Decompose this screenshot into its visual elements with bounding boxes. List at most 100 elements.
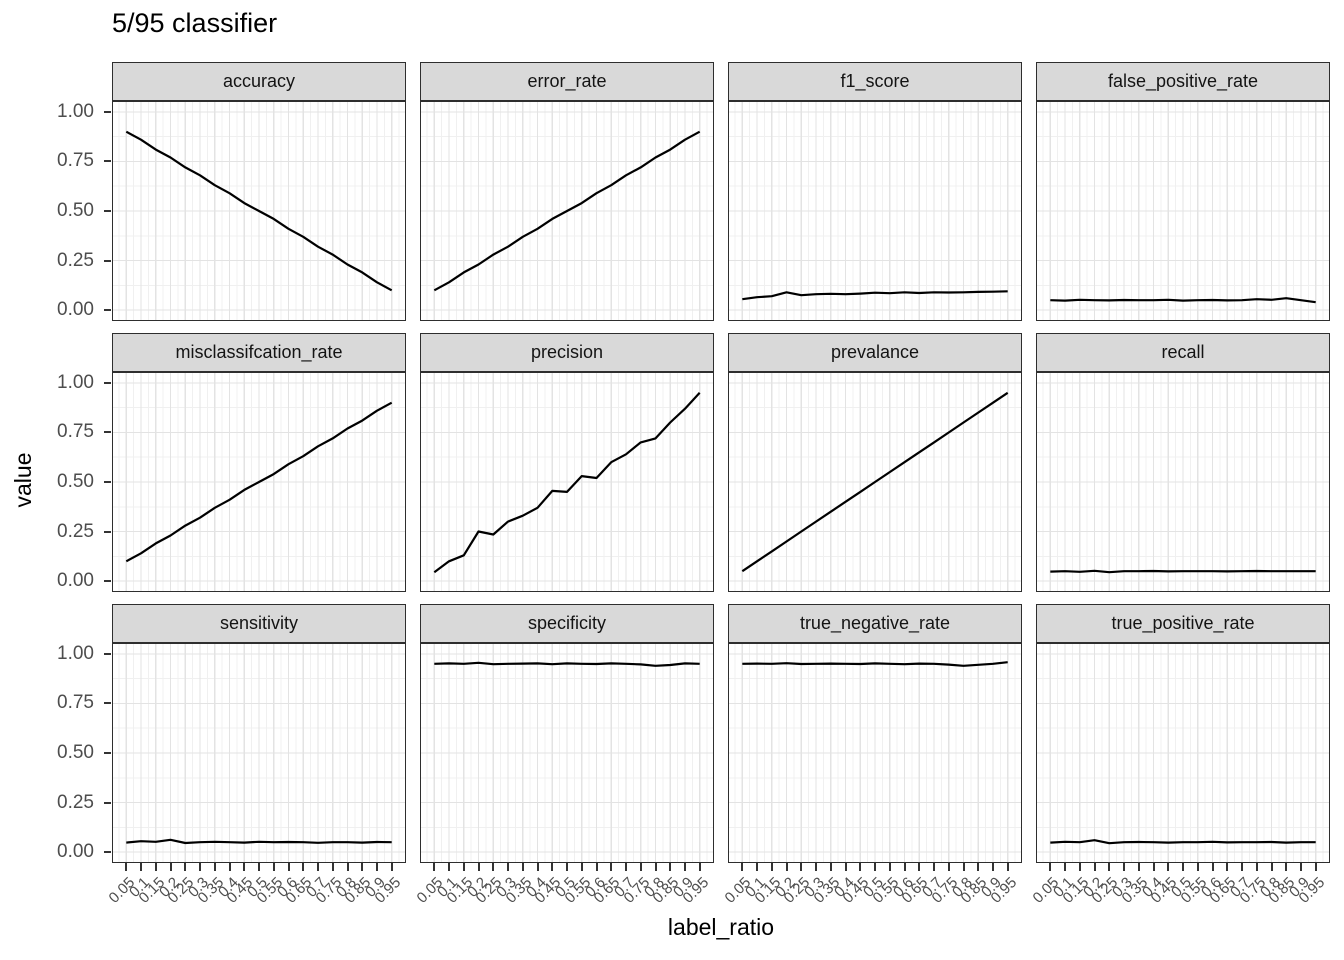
x-tick-mark [302, 863, 305, 871]
x-tick-mark [1078, 863, 1081, 871]
x-tick-mark [756, 863, 758, 871]
x-tick-mark [140, 863, 142, 871]
y-tick-mark [104, 381, 111, 384]
x-tick-mark [800, 863, 803, 871]
facet-panel-misclassifcation_rate [112, 372, 406, 592]
y-tick-mark [104, 110, 111, 113]
x-tick-mark [770, 863, 773, 871]
panel-gridlines [729, 644, 1021, 862]
x-axis-title: label_ratio [667, 914, 775, 940]
y-tick-mark [104, 530, 111, 533]
x-tick-mark [1196, 863, 1199, 871]
facet-panel-false_positive_rate [1036, 101, 1330, 321]
x-tick-mark [1314, 863, 1317, 871]
facet-strip: sensitivity [112, 604, 406, 643]
metric-line [1050, 297, 1316, 304]
y-tick-label: 0.25 [57, 520, 94, 542]
x-tick-mark [610, 863, 613, 871]
x-tick-mark [977, 863, 980, 871]
x-tick-mark [390, 863, 393, 871]
x-tick-mark [1226, 863, 1229, 871]
x-tick-mark [1300, 863, 1302, 871]
x-tick-mark [947, 863, 950, 871]
x-tick-mark [477, 863, 480, 871]
x-tick-mark [433, 863, 436, 871]
facet-label: sensitivity [219, 613, 299, 633]
panel-gridlines [421, 102, 713, 320]
x-tick-mark [595, 863, 598, 871]
facet-true_negative_rate: true_negative_rate [728, 604, 1022, 863]
facet-label: accuracy [222, 71, 296, 91]
x-tick-mark [272, 863, 275, 871]
panel-gridlines [1037, 644, 1329, 862]
y-tick-label: 0.00 [57, 299, 94, 321]
x-tick-mark [844, 863, 847, 871]
x-tick-mark [213, 863, 216, 871]
facet-strip: recall [1036, 333, 1330, 372]
facet-strip: prevalance [728, 333, 1022, 372]
facet-panel-true_positive_rate [1036, 643, 1330, 863]
y-tick-mark [104, 652, 111, 655]
facet-panel-f1_score [728, 101, 1022, 321]
x-tick-mark [1152, 863, 1155, 871]
metric-line [126, 838, 392, 845]
x-tick-mark [933, 863, 935, 871]
x-tick-mark [507, 863, 509, 871]
x-tick-mark [317, 863, 319, 871]
facet-strip: true_negative_rate [728, 604, 1022, 643]
x-tick-mark [1167, 863, 1170, 871]
facet-specificity: specificity [420, 604, 714, 863]
y-axis-row: 1.00 0.75 0.50 0.25 0.00 [0, 333, 111, 592]
facet-strip: misclassifcation_rate [112, 333, 406, 372]
x-axis: 0.05 0.1 0.15 0.2 0.25 0.3 0.35 0.4 0.45 0.5 0.55 0… [0, 863, 1344, 923]
facet-panel-true_negative_rate [728, 643, 1022, 863]
x-tick-mark [625, 863, 627, 871]
y-tick-mark [104, 702, 111, 705]
x-tick-mark [521, 863, 524, 871]
x-tick-mark [741, 863, 744, 871]
x-tick-mark [1064, 863, 1066, 871]
facet-panel-sensitivity [112, 643, 406, 863]
facet-sensitivity: sensitivity [112, 604, 406, 863]
y-tick-label: 0.75 [57, 692, 94, 714]
y-tick-label: 0.00 [57, 570, 94, 592]
facet-strip: error_rate [420, 62, 714, 101]
metric-line [125, 130, 393, 292]
x-tick-mark [346, 863, 349, 871]
y-tick-mark [104, 580, 111, 583]
metric-line [434, 661, 700, 667]
facet-label: error_rate [527, 71, 607, 91]
x-tick-mark [1255, 863, 1258, 871]
facet-true_positive_rate: true_positive_rate [1036, 604, 1330, 863]
x-tick-mark [654, 863, 657, 871]
facet-label: f1_score [840, 71, 910, 91]
metric-line [433, 392, 701, 574]
y-tick-mark [104, 309, 111, 312]
facet-false_positive_rate: false_positive_rate [1036, 62, 1330, 321]
x-tick-mark [698, 863, 701, 871]
metric-line [1050, 569, 1316, 574]
metric-line [742, 661, 1008, 667]
x-tick-mark [243, 863, 246, 871]
facet-strip: specificity [420, 604, 714, 643]
panel-gridlines [729, 102, 1021, 320]
x-tick-mark [918, 863, 921, 871]
facet-label: false_positive_rate [1107, 71, 1259, 91]
x-tick-mark [566, 863, 568, 871]
y-tick-mark [104, 259, 111, 262]
facet-panel-accuracy [112, 101, 406, 321]
x-tick-mark [1182, 863, 1184, 871]
y-tick-label: 0.50 [57, 742, 94, 763]
y-tick-mark [104, 481, 111, 483]
x-tick-mark [184, 863, 187, 871]
facet-label: recall [1161, 342, 1205, 362]
y-tick-mark [104, 851, 111, 854]
x-tick-mark [815, 863, 817, 871]
y-tick-label: 1.00 [57, 642, 94, 664]
x-tick-mark [361, 863, 364, 871]
x-tick-mark [1270, 863, 1273, 871]
facet-label: prevalance [830, 342, 920, 362]
x-tick-mark [992, 863, 994, 871]
x-tick-mark [258, 863, 260, 871]
facet-label: misclassifcation_rate [175, 342, 343, 362]
